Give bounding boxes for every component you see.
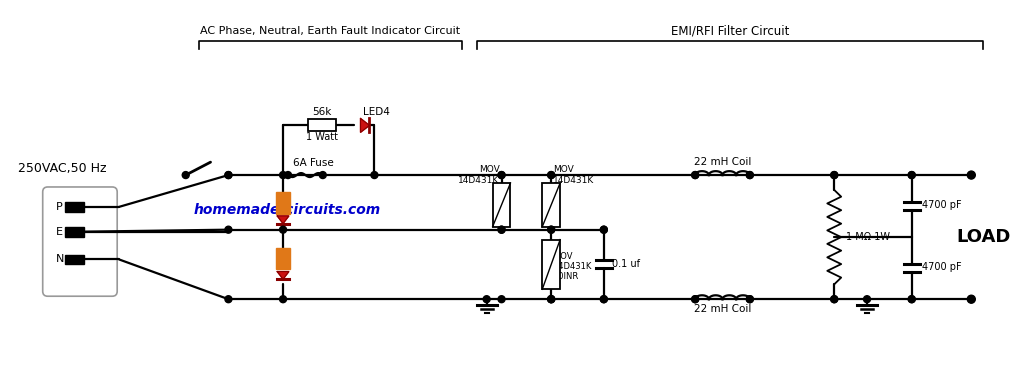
- Text: MOV
14D431K
40INR: MOV 14D431K 40INR: [553, 251, 592, 281]
- Circle shape: [863, 296, 870, 303]
- Bar: [65, 227, 84, 237]
- Circle shape: [548, 296, 555, 303]
- Bar: [65, 202, 84, 212]
- Circle shape: [280, 172, 287, 178]
- Circle shape: [498, 296, 505, 303]
- Circle shape: [831, 172, 838, 178]
- Circle shape: [225, 296, 232, 303]
- Text: 250VAC,50 Hz: 250VAC,50 Hz: [18, 161, 106, 175]
- Circle shape: [548, 172, 555, 178]
- Circle shape: [225, 172, 232, 178]
- Circle shape: [548, 226, 555, 233]
- Bar: [277, 192, 290, 214]
- Circle shape: [498, 226, 505, 233]
- Circle shape: [280, 226, 287, 233]
- Text: AC Phase, Neutral, Earth Fault Indicator Circuit: AC Phase, Neutral, Earth Fault Indicator…: [201, 26, 460, 36]
- Circle shape: [498, 226, 505, 233]
- Circle shape: [548, 226, 555, 233]
- Circle shape: [601, 296, 608, 303]
- Bar: [542, 240, 560, 289]
- Polygon shape: [361, 119, 370, 132]
- Text: 1 Watt: 1 Watt: [306, 132, 337, 142]
- FancyBboxPatch shape: [43, 187, 118, 296]
- Text: 22 mH Coil: 22 mH Coil: [694, 157, 752, 167]
- Circle shape: [182, 172, 189, 178]
- Text: 6A Fuse: 6A Fuse: [293, 158, 333, 168]
- Circle shape: [909, 172, 915, 178]
- Circle shape: [967, 296, 975, 303]
- Circle shape: [692, 172, 699, 178]
- Circle shape: [548, 296, 555, 303]
- Circle shape: [601, 296, 608, 303]
- Text: E: E: [56, 227, 63, 237]
- Circle shape: [831, 296, 838, 303]
- Text: MOV
14D431K: MOV 14D431K: [458, 166, 499, 185]
- Text: EMI/RFI Filter Circuit: EMI/RFI Filter Circuit: [671, 25, 789, 37]
- Circle shape: [692, 296, 699, 303]
- Circle shape: [601, 226, 608, 233]
- Bar: [542, 183, 560, 227]
- Text: N: N: [56, 254, 64, 265]
- Circle shape: [548, 296, 555, 303]
- Text: 4700 pF: 4700 pF: [922, 262, 961, 272]
- Bar: [492, 183, 511, 227]
- Polygon shape: [278, 216, 289, 224]
- Circle shape: [692, 172, 699, 178]
- Text: P: P: [56, 202, 63, 212]
- Circle shape: [747, 296, 754, 303]
- Circle shape: [285, 172, 292, 178]
- Circle shape: [498, 172, 505, 178]
- Text: LOAD: LOAD: [956, 228, 1010, 246]
- Circle shape: [601, 226, 608, 233]
- Circle shape: [831, 296, 838, 303]
- Circle shape: [909, 296, 915, 303]
- Circle shape: [498, 172, 505, 178]
- Bar: [308, 119, 335, 131]
- Text: 1 MΩ 1W: 1 MΩ 1W: [846, 232, 890, 241]
- Circle shape: [747, 172, 754, 178]
- Circle shape: [225, 226, 232, 233]
- Circle shape: [225, 172, 232, 178]
- Circle shape: [967, 172, 975, 178]
- Circle shape: [747, 296, 754, 303]
- Text: 0.1 uf: 0.1 uf: [612, 259, 640, 269]
- Circle shape: [967, 295, 976, 303]
- Circle shape: [909, 172, 915, 178]
- Text: 22 mH Coil: 22 mH Coil: [694, 304, 752, 314]
- Bar: [277, 248, 290, 269]
- Circle shape: [548, 172, 555, 178]
- Circle shape: [371, 172, 378, 178]
- Circle shape: [280, 296, 287, 303]
- Circle shape: [909, 296, 915, 303]
- Circle shape: [483, 296, 490, 303]
- Polygon shape: [278, 272, 289, 279]
- Text: MOV
14D431K: MOV 14D431K: [553, 166, 595, 185]
- Circle shape: [319, 172, 326, 178]
- Circle shape: [692, 296, 699, 303]
- Circle shape: [831, 172, 838, 178]
- Text: homemade-circuits.com: homemade-circuits.com: [193, 203, 381, 217]
- Circle shape: [967, 171, 976, 179]
- Text: LED4: LED4: [364, 108, 390, 117]
- Circle shape: [747, 172, 754, 178]
- Text: 4700 pF: 4700 pF: [922, 200, 961, 210]
- Bar: [65, 254, 84, 265]
- Text: 56k: 56k: [312, 108, 331, 117]
